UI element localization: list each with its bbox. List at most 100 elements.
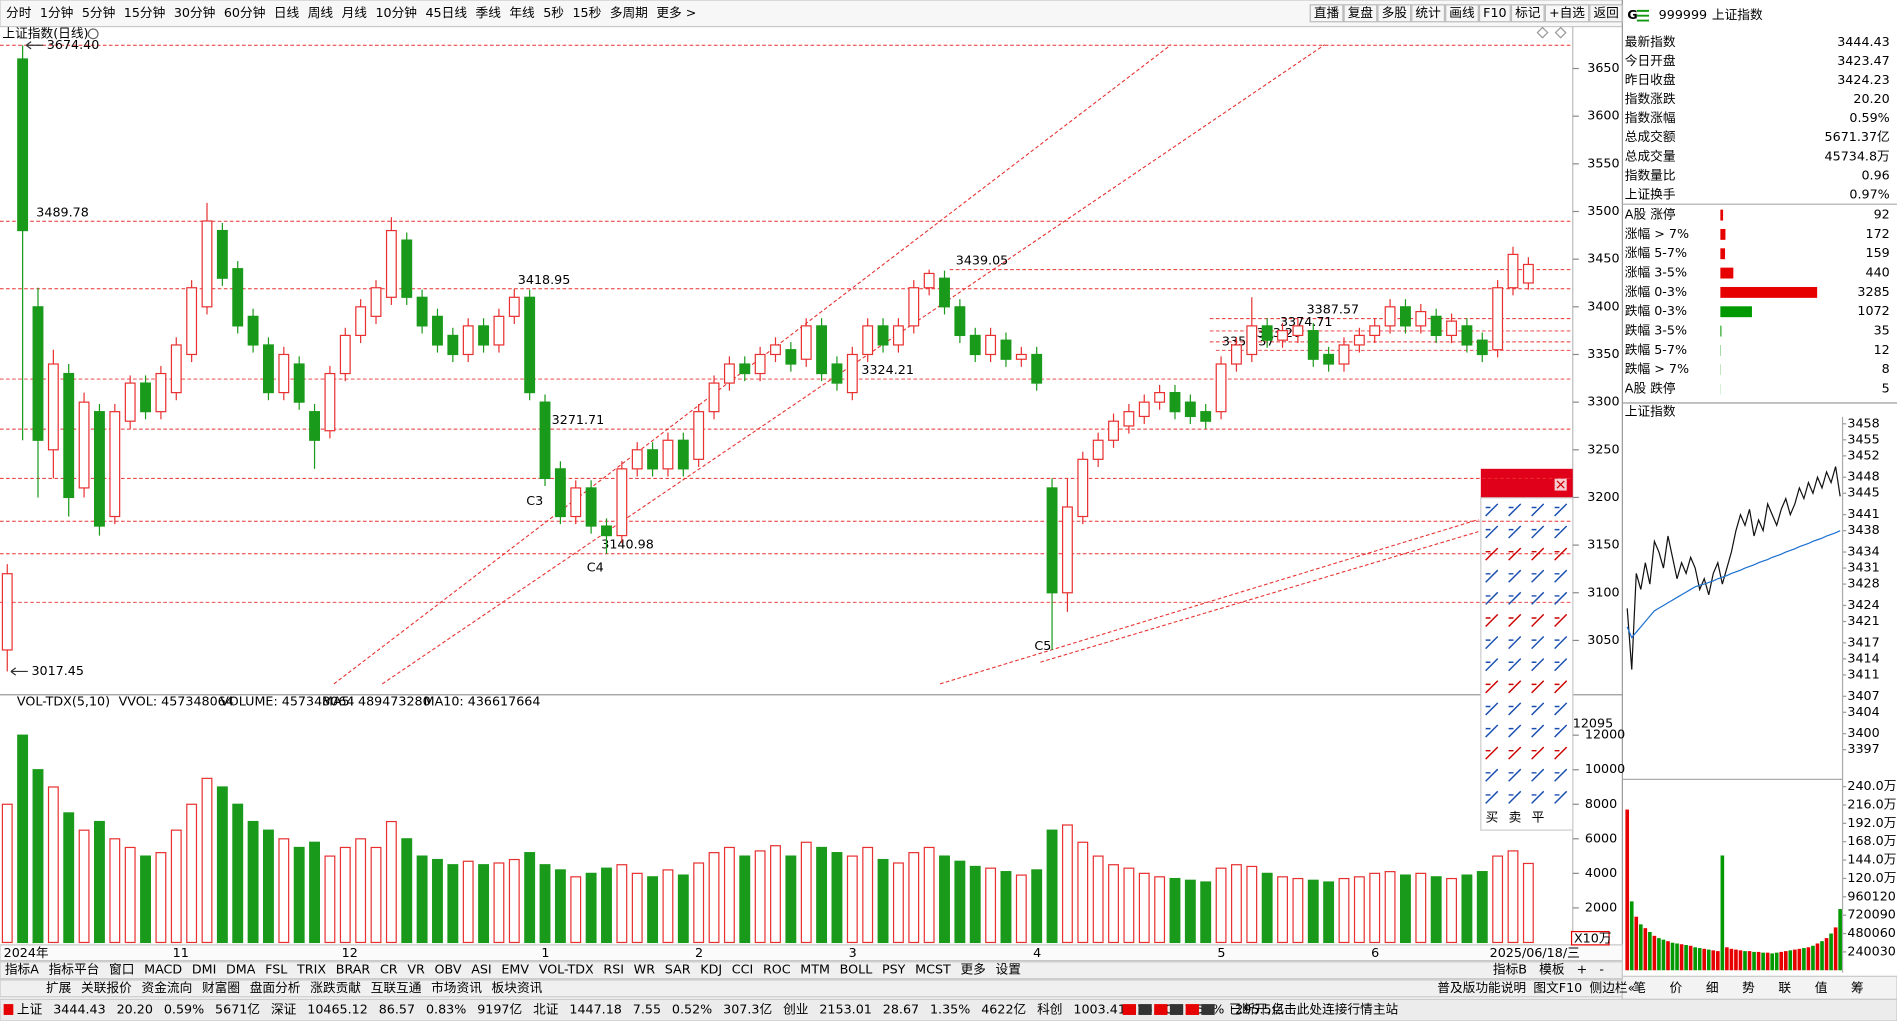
draw-tool[interactable] — [1531, 591, 1545, 605]
period-tab[interactable]: 5分钟 — [82, 5, 115, 20]
draw-tool[interactable] — [1531, 658, 1545, 672]
draw-tool[interactable] — [1554, 591, 1568, 605]
draw-tool[interactable] — [1508, 636, 1522, 650]
indicator-tab[interactable]: 指标A — [5, 962, 39, 977]
period-tab[interactable]: 年线 — [509, 5, 535, 20]
period-tab[interactable]: 季线 — [476, 5, 502, 20]
indicator-tab[interactable]: - — [1599, 962, 1604, 977]
info-tab[interactable]: 互联互通 — [371, 980, 422, 995]
indicator-tab[interactable]: ROC — [763, 962, 791, 977]
indicator-tab[interactable]: 指标平台 — [49, 962, 100, 977]
indicator-tab[interactable]: CR — [380, 962, 398, 977]
period-tab[interactable]: 分时 — [6, 5, 32, 20]
draw-tool[interactable] — [1531, 724, 1545, 738]
indicator-tab[interactable]: OBV — [435, 962, 462, 977]
info-tab[interactable]: 关联报价 — [81, 980, 132, 995]
draw-tool[interactable] — [1485, 768, 1499, 782]
side-tab[interactable]: 笔 — [1633, 980, 1646, 995]
toolbar-button[interactable]: 标记 — [1515, 5, 1541, 20]
toolbar-button[interactable]: 统计 — [1415, 5, 1441, 20]
draw-tool[interactable] — [1485, 702, 1499, 716]
draw-tool[interactable] — [1508, 680, 1522, 694]
indicator-tab[interactable]: 窗口 — [109, 962, 134, 977]
indicator-tab[interactable]: PSY — [882, 962, 906, 977]
draw-tool[interactable] — [1554, 746, 1568, 760]
draw-tool[interactable] — [1508, 790, 1522, 804]
indicator-tab[interactable]: 设置 — [996, 962, 1021, 977]
draw-tool[interactable] — [1485, 680, 1499, 694]
draw-tool[interactable] — [1485, 636, 1499, 650]
draw-tool[interactable] — [1531, 636, 1545, 650]
indicator-tab[interactable]: RSI — [603, 962, 624, 977]
period-tab[interactable]: 45日线 — [425, 5, 467, 20]
draw-tool[interactable] — [1485, 547, 1499, 561]
indicator-tab[interactable]: TRIX — [296, 962, 326, 977]
info-tab[interactable]: 图文F10 — [1533, 980, 1582, 995]
period-tab[interactable]: 15秒 — [572, 5, 601, 20]
indicator-tab[interactable]: MTM — [800, 962, 830, 977]
toolbar-button[interactable]: +自选 — [1549, 5, 1585, 20]
draw-tool[interactable] — [1554, 680, 1568, 694]
draw-tool[interactable] — [1508, 724, 1522, 738]
toolbar-button[interactable]: 画线 — [1449, 5, 1475, 20]
indicator-tab[interactable]: VR — [407, 962, 425, 977]
menu-icon[interactable] — [1636, 9, 1649, 22]
toolbar-button[interactable]: 复盘 — [1348, 5, 1374, 20]
status-message[interactable]: 已断开,点击此处连接行情主站 — [1229, 1002, 1398, 1017]
draw-tool[interactable] — [1508, 746, 1522, 760]
indicator-tab[interactable]: SAR — [665, 962, 691, 977]
draw-tool[interactable] — [1508, 569, 1522, 583]
info-tab[interactable]: 资金流向 — [142, 980, 193, 995]
toolbar-button[interactable]: 多股 — [1382, 5, 1408, 20]
side-tab[interactable]: 价 — [1670, 980, 1683, 995]
info-tab[interactable]: 涨跌贡献 — [310, 980, 361, 995]
period-tab[interactable]: 15分钟 — [124, 5, 166, 20]
info-tab[interactable]: 板块资讯 — [492, 980, 543, 995]
draw-tool[interactable] — [1485, 658, 1499, 672]
info-tab[interactable]: 财富圈 — [202, 980, 240, 995]
period-tab[interactable]: 多周期 — [610, 5, 648, 20]
side-tab[interactable]: 细 — [1706, 980, 1719, 995]
draw-tool[interactable] — [1508, 503, 1522, 517]
draw-tool[interactable] — [1531, 768, 1545, 782]
period-tab[interactable]: 月线 — [342, 5, 368, 20]
indicator-tab[interactable]: DMA — [226, 962, 256, 977]
indicator-tab[interactable]: KDJ — [700, 962, 722, 977]
draw-tool[interactable] — [1531, 790, 1545, 804]
indicator-tab[interactable]: 更多 — [960, 962, 985, 977]
draw-tool[interactable] — [1508, 525, 1522, 539]
side-tab[interactable]: 联 — [1778, 980, 1791, 995]
draw-tool[interactable] — [1554, 525, 1568, 539]
info-tab[interactable]: 市场资讯 — [431, 980, 482, 995]
indicator-tab[interactable]: FSL — [265, 962, 287, 977]
draw-tool[interactable] — [1485, 746, 1499, 760]
toolbar-button[interactable]: F10 — [1483, 5, 1506, 20]
draw-tool[interactable] — [1485, 724, 1499, 738]
draw-tool[interactable] — [1531, 547, 1545, 561]
side-tab[interactable]: 势 — [1742, 980, 1755, 995]
draw-tool[interactable] — [1554, 613, 1568, 628]
draw-tool[interactable] — [1485, 591, 1499, 605]
period-tab[interactable]: 30分钟 — [174, 5, 216, 20]
period-tab[interactable]: 更多 > — [656, 5, 696, 20]
draw-tool[interactable] — [1531, 702, 1545, 716]
period-tab[interactable]: 10分钟 — [375, 5, 417, 20]
draw-tool[interactable] — [1554, 658, 1568, 672]
indicator-tab[interactable]: BRAR — [336, 962, 371, 977]
indicator-tab[interactable]: BOLL — [840, 962, 873, 977]
draw-tool[interactable] — [1554, 503, 1568, 517]
draw-tool[interactable] — [1531, 746, 1545, 760]
period-tab[interactable]: 60分钟 — [224, 5, 266, 20]
side-tab[interactable]: 筹 — [1851, 980, 1864, 995]
trade-button[interactable]: 平 — [1532, 810, 1545, 825]
draw-tool[interactable] — [1531, 613, 1545, 628]
draw-tool[interactable] — [1508, 768, 1522, 782]
indicator-tab[interactable]: CCI — [732, 962, 753, 977]
period-tab[interactable]: 周线 — [308, 5, 334, 20]
indicator-tab[interactable]: WR — [634, 962, 656, 977]
period-tab[interactable]: 1分钟 — [40, 5, 73, 20]
indicator-tab[interactable]: 模板 — [1539, 962, 1565, 977]
info-tab[interactable]: 盘面分析 — [250, 980, 301, 995]
toolbar-button[interactable]: 直播 — [1314, 5, 1340, 20]
draw-tool[interactable] — [1508, 702, 1522, 716]
